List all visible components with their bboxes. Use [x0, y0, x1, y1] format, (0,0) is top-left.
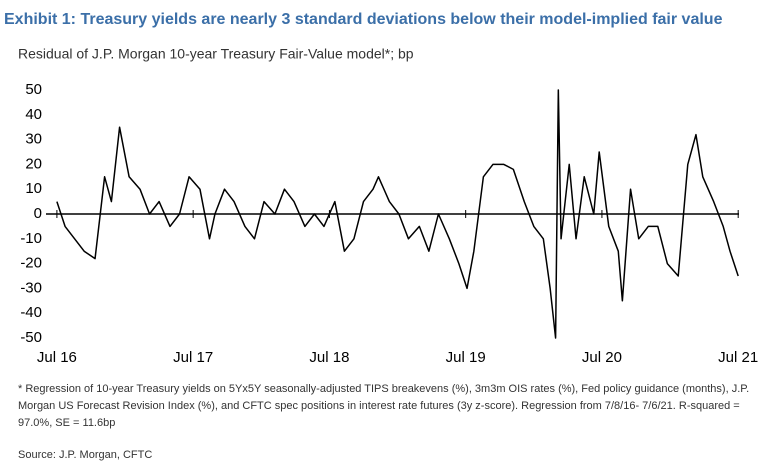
y-tick-label: 20 — [25, 155, 42, 172]
y-tick-label: -50 — [20, 329, 42, 346]
source: Source: J.P. Morgan, CFTC — [18, 449, 152, 461]
footnote: Morgan US Forecast Revision Index (%), a… — [18, 400, 740, 412]
x-tick-label: Jul 16 — [37, 349, 77, 366]
x-tick-label: Jul 19 — [446, 349, 486, 366]
y-tick-label: 40 — [25, 106, 42, 123]
chart-subtitle: Residual of J.P. Morgan 10-year Treasury… — [18, 46, 414, 62]
x-tick-label: Jul 18 — [309, 349, 349, 366]
x-tick-label: Jul 20 — [582, 349, 622, 366]
y-tick-label: 0 — [34, 205, 42, 222]
x-tick-label: Jul 21 — [718, 349, 758, 366]
y-tick-label: 10 — [25, 180, 42, 197]
chart-title: Exhibit 1: Treasury yields are nearly 3 … — [4, 11, 723, 28]
y-tick-label: -10 — [20, 230, 42, 247]
y-tick-label: -20 — [20, 255, 42, 272]
y-tick-label: -30 — [20, 279, 42, 296]
y-tick-label: -40 — [20, 304, 42, 321]
footnote: 97.0%, SE = 11.6bp — [18, 417, 115, 429]
x-tick-label: Jul 17 — [173, 349, 213, 366]
series-line — [56, 89, 739, 339]
y-tick-label: 30 — [25, 131, 42, 148]
footnote: * Regression of 10-year Treasury yields … — [18, 383, 749, 395]
y-tick-label: 50 — [25, 81, 42, 98]
